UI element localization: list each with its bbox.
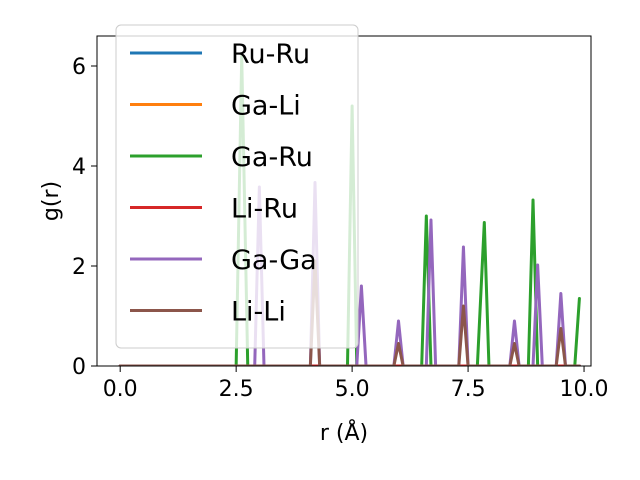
x-tick-label: 2.5 bbox=[219, 377, 254, 402]
legend-label: Li-Ru bbox=[231, 194, 298, 225]
y-axis-label: g(r) bbox=[39, 181, 64, 221]
x-tick-label: 7.5 bbox=[451, 377, 486, 402]
legend-label: Ru-Ru bbox=[231, 39, 310, 70]
legend: Ru-Ru Ga-Li Ga-Ru Li-Ru Ga-Ga Li-Li bbox=[115, 24, 359, 349]
legend-label: Li-Li bbox=[231, 297, 286, 328]
x-tick-label: 5.0 bbox=[335, 377, 370, 402]
legend-label: Ga-Ru bbox=[231, 142, 313, 173]
legend-label: Ga-Li bbox=[231, 91, 301, 122]
y-tick-label: 6 bbox=[72, 55, 86, 80]
x-axis-label: r (Å) bbox=[320, 419, 368, 446]
x-axis: 0.0 2.5 5.0 7.5 10.0 bbox=[103, 366, 609, 402]
y-tick-label: 0 bbox=[72, 355, 86, 380]
x-tick-label: 0.0 bbox=[103, 377, 138, 402]
y-tick-label: 2 bbox=[72, 255, 86, 280]
y-axis: 0 2 4 6 bbox=[72, 55, 97, 380]
y-tick-label: 4 bbox=[72, 155, 86, 180]
x-tick-label: 10.0 bbox=[560, 377, 609, 402]
legend-label: Ga-Ga bbox=[231, 245, 317, 276]
